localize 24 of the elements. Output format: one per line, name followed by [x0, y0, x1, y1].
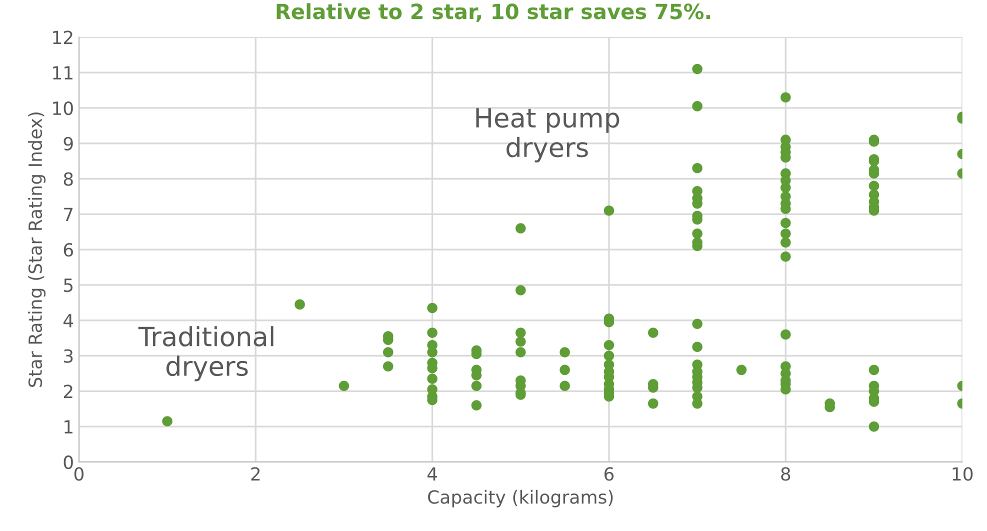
y-tick-label: 4 [63, 314, 74, 328]
y-tick-label: 7 [64, 208, 73, 222]
y-tick-label: 12 [53, 30, 72, 44]
y-tick-label: 6 [64, 243, 73, 257]
y-tick-label: 1 [64, 420, 72, 434]
y-axis-title: Star Rating (Star Rating Index) [28, 112, 46, 387]
y-tick-label: 0 [64, 455, 73, 470]
chart-title: Relative to 2 star, 10 star saves 75%. [276, 3, 710, 22]
x-tick-label: 6 [604, 467, 614, 481]
y-tick-label: 8 [64, 172, 73, 186]
x-tick-label: 4 [427, 467, 438, 481]
x-tick-label: 8 [781, 467, 790, 481]
x-tick-label: 10 [952, 467, 973, 481]
y-tick-label: 10 [53, 101, 73, 116]
y-tick-label: 3 [64, 349, 73, 363]
y-tick-label: 5 [64, 278, 73, 292]
x-tick-label: 0 [74, 467, 84, 481]
x-axis-title: Capacity (kilograms) [428, 490, 613, 508]
y-tick-label: 11 [53, 66, 72, 80]
x-tick-label: 2 [251, 467, 260, 481]
y-tick-label: 9 [64, 136, 73, 150]
annotation: Traditional dryers [138, 326, 274, 382]
annotation: Heat pump dryers [476, 108, 620, 162]
y-tick-label: 2 [64, 384, 72, 398]
